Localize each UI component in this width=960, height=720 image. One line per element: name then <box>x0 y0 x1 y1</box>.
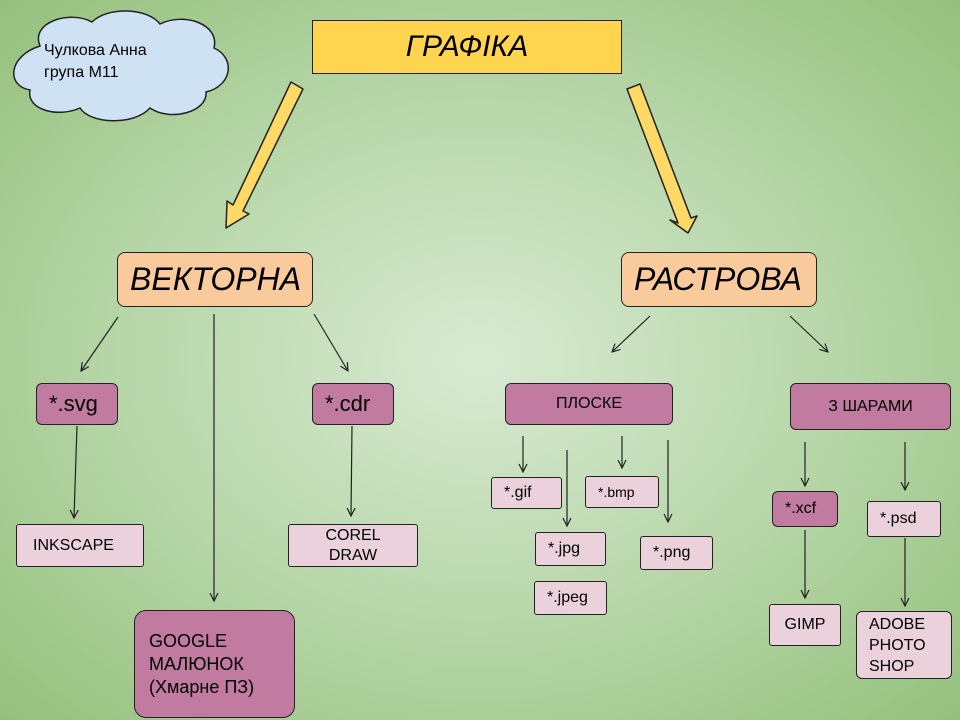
flat-box: ПЛОСКЕ <box>505 383 673 425</box>
google-drawing-box: GOOGLE МАЛЮНОК (Хмарне ПЗ) <box>134 610 295 718</box>
connector-vector-svg <box>81 316 119 371</box>
svg-format-label: *.svg <box>49 391 98 416</box>
corel-label-line1: COREL <box>325 526 381 544</box>
inkscape-label: INKSCAPE <box>33 536 114 554</box>
connector-raster-layered <box>789 315 828 352</box>
adobe-label-line1: ADOBE <box>869 615 926 633</box>
psd-format-box: *.psd <box>867 501 941 537</box>
jpeg-format-box: *.jpeg <box>534 581 607 615</box>
vector-box: ВЕКТОРНА <box>117 252 313 307</box>
gimp-box: GIMP <box>769 604 841 646</box>
bmp-format-label: *.bmp <box>598 484 635 500</box>
layered-box: З ШАРАМИ <box>790 383 951 430</box>
author-name: Чулкова Анна <box>44 42 147 59</box>
bmp-format-box: *.bmp <box>585 476 659 508</box>
raster-box: РАСТРОВА <box>621 252 817 307</box>
jpeg-format-label: *.jpeg <box>547 589 588 606</box>
cdr-format-box: *.cdr <box>312 383 394 425</box>
corel-label-line2: DRAW <box>328 546 378 564</box>
title-text: ГРАФІКА <box>405 30 529 63</box>
png-format-box: *.png <box>640 536 713 570</box>
connector-raster-flat <box>612 315 651 352</box>
arrow-to-vector <box>225 81 304 229</box>
gimp-label: GIMP <box>784 616 826 633</box>
psd-format-label: *.psd <box>880 510 917 527</box>
author-group: група М11 <box>44 64 119 81</box>
title-box: ГРАФІКА <box>312 20 622 74</box>
adobe-label-line3: SHOP <box>869 657 915 675</box>
raster-label: РАСТРОВА <box>634 261 802 297</box>
arrow-to-raster <box>626 83 698 234</box>
layered-label: З ШАРАМИ <box>828 397 913 415</box>
author-cloud <box>13 10 230 122</box>
flat-label: ПЛОСКЕ <box>556 395 622 412</box>
cdr-format-label: *.cdr <box>325 391 371 416</box>
gif-format-label: *.gif <box>504 484 532 501</box>
jpg-format-box: *.jpg <box>535 532 606 566</box>
google-label-line1: GOOGLE <box>149 630 228 651</box>
inkscape-box: INKSCAPE <box>16 524 144 567</box>
xcf-format-box: *.xcf <box>772 491 838 527</box>
corel-box: COREL DRAW <box>288 524 418 567</box>
author-caption: Чулкова Анна група М11 <box>44 40 147 84</box>
adobe-photoshop-box: ADOBE PHOTO SHOP <box>856 611 952 679</box>
vector-label: ВЕКТОРНА <box>130 261 302 297</box>
adobe-label-line2: PHOTO <box>869 636 926 654</box>
jpg-format-label: *.jpg <box>548 540 581 557</box>
connector-vector-cdr <box>313 313 348 371</box>
png-format-label: *.png <box>653 544 691 561</box>
google-label-line2: МАЛЮНОК <box>149 653 244 674</box>
svg-format-box: *.svg <box>36 383 118 425</box>
gif-format-box: *.gif <box>491 477 562 509</box>
connector-svg-inkscape <box>74 425 77 518</box>
google-label-line3: (Хмарне ПЗ) <box>149 676 255 697</box>
connector-cdr-corel <box>351 425 352 516</box>
xcf-format-label: *.xcf <box>785 500 817 517</box>
